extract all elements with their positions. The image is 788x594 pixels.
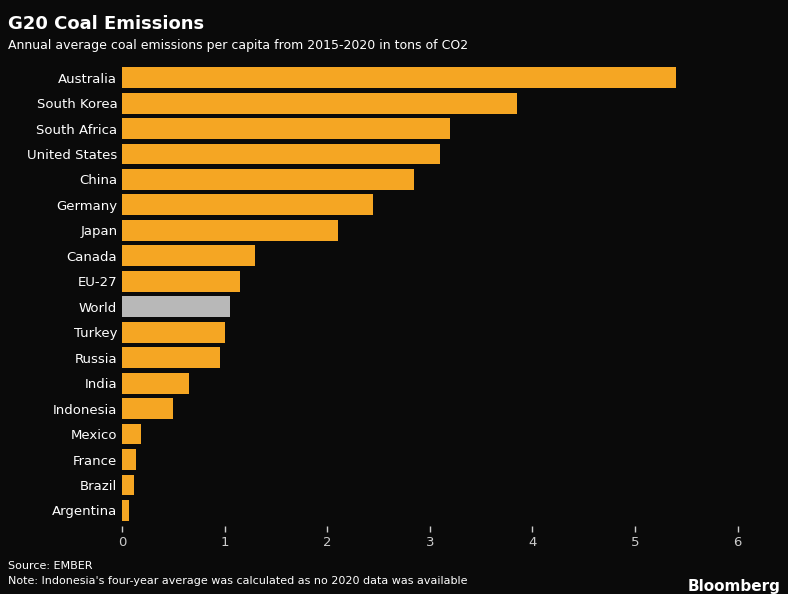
Text: G20 Coal Emissions: G20 Coal Emissions [8,15,204,33]
Bar [122,220,337,241]
Text: Bloomberg: Bloomberg [687,579,780,594]
Bar [122,271,240,292]
Bar [122,169,414,190]
Bar [122,144,440,165]
Bar [122,475,135,495]
Bar [122,67,676,88]
Bar [122,449,136,470]
Bar [122,245,255,266]
Text: Source: EMBER: Source: EMBER [8,561,92,571]
Bar [122,424,140,444]
Bar [122,194,374,216]
Bar [122,500,129,521]
Bar [122,398,173,419]
Text: Note: Indonesia's four-year average was calculated as no 2020 data was available: Note: Indonesia's four-year average was … [8,576,467,586]
Bar [122,118,451,139]
Bar [122,347,220,368]
Bar [122,322,225,343]
Bar [122,372,189,394]
Bar [122,93,517,113]
Text: Annual average coal emissions per capita from 2015-2020 in tons of CO2: Annual average coal emissions per capita… [8,39,468,52]
Bar [122,296,230,317]
